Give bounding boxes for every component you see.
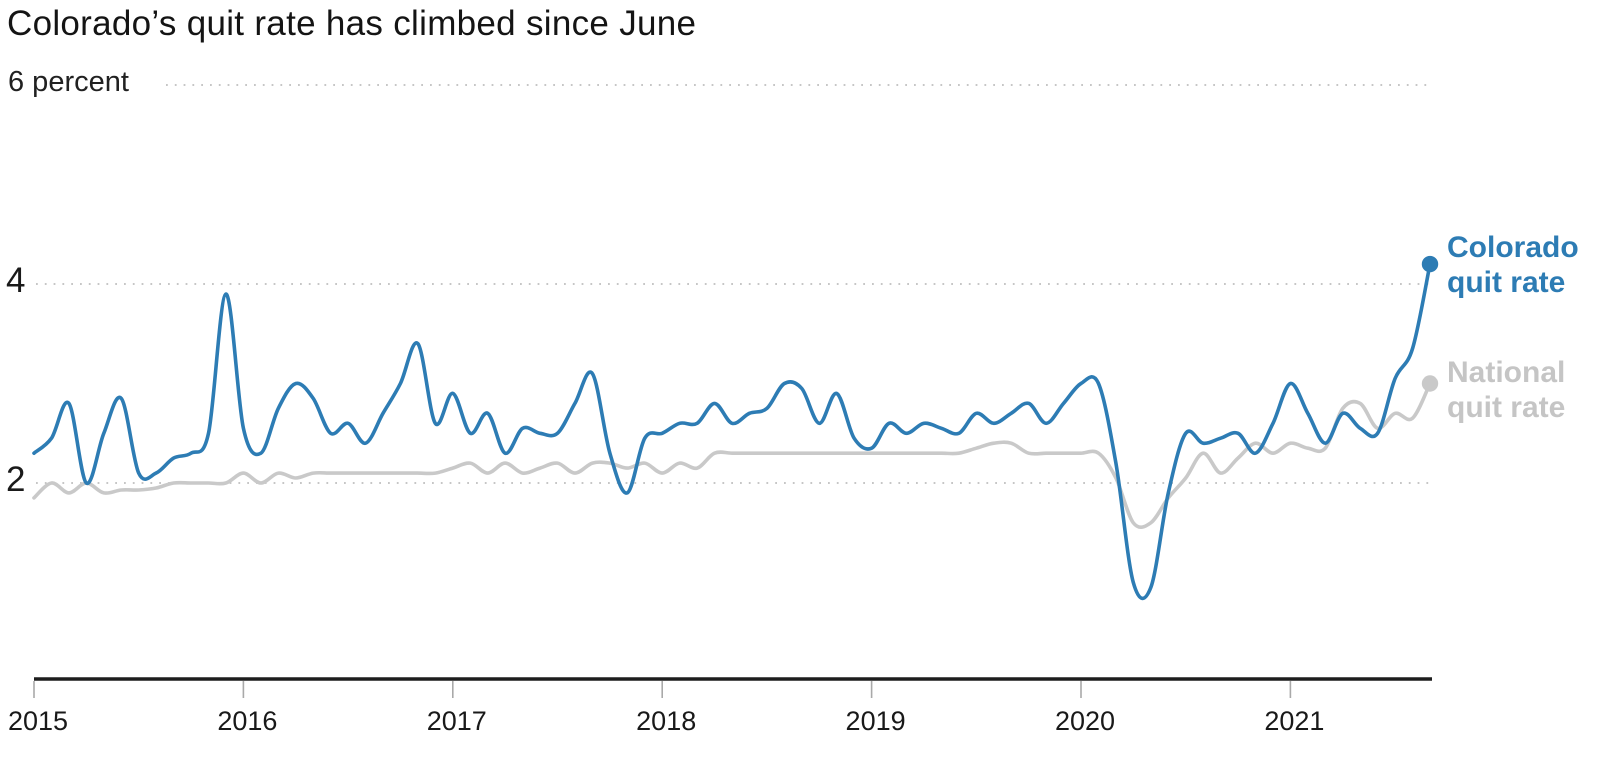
x-tick-label-2021: 2021 — [1264, 706, 1324, 736]
y-axis-tick-2: 2 — [6, 460, 26, 499]
colorado-series-label: Colorado quit rate — [1447, 230, 1579, 300]
national-line — [32, 381, 1432, 529]
x-tick-label-2020: 2020 — [1055, 706, 1115, 736]
colorado-series-label-line2: quit rate — [1447, 266, 1566, 299]
chart-title: Colorado’s quit rate has climbed since J… — [7, 4, 697, 43]
x-tick-label-2018: 2018 — [636, 706, 696, 736]
x-tick-label-2015: 2015 — [8, 706, 68, 736]
national-line-end-dot — [1421, 375, 1439, 392]
x-tick-label-2016: 2016 — [217, 706, 277, 736]
colorado-line-end-dot — [1421, 255, 1439, 273]
x-tick-label-2019: 2019 — [846, 706, 906, 736]
national-series-label-line2: quit rate — [1447, 391, 1566, 424]
colorado-line — [32, 262, 1432, 601]
national-series-label-line1: National — [1447, 356, 1566, 389]
colorado-series-label-line1: Colorado — [1447, 231, 1579, 264]
y-axis-tick-4: 4 — [6, 261, 26, 300]
y-axis-top-label: 6 percent — [8, 66, 129, 98]
national-series-label: National quit rate — [1447, 355, 1565, 425]
x-tick-label-2017: 2017 — [427, 706, 487, 736]
